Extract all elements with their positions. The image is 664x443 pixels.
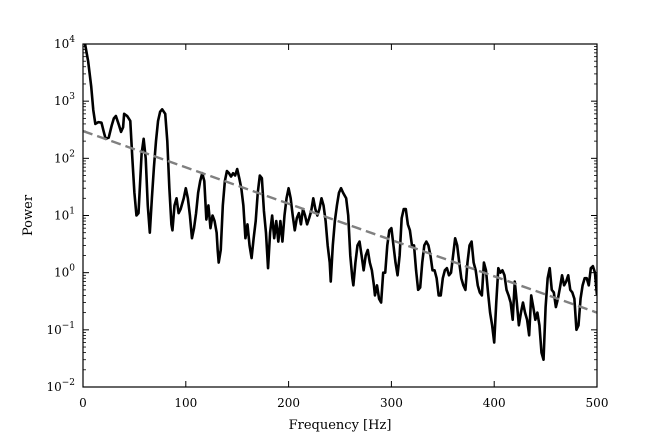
y-axis-label: Power bbox=[21, 194, 36, 236]
y-tick-label: 10−2 bbox=[46, 378, 75, 394]
x-tick-label: 200 bbox=[277, 396, 300, 410]
power-spectrum-line bbox=[83, 44, 597, 362]
y-tick-label: 102 bbox=[54, 149, 75, 165]
x-axis-label: Frequency [Hz] bbox=[289, 418, 392, 433]
x-tick-label: 400 bbox=[483, 396, 506, 410]
plot-frame bbox=[82, 43, 598, 388]
series-layer bbox=[83, 44, 597, 362]
x-tick-label: 300 bbox=[380, 396, 403, 410]
y-axis-ticks: 10−2 10−1 100 101 102 103 104 bbox=[46, 35, 597, 394]
y-tick-label: 10−1 bbox=[46, 321, 75, 337]
x-axis-ticks: 0 100 200 300 400 500 bbox=[79, 44, 608, 410]
y-tick-label: 104 bbox=[54, 35, 75, 51]
x-tick-label: 0 bbox=[79, 396, 87, 410]
x-tick-label: 100 bbox=[174, 396, 197, 410]
y-tick-label: 100 bbox=[54, 264, 75, 280]
x-tick-label: 500 bbox=[586, 396, 609, 410]
trend-fit-line bbox=[83, 129, 597, 314]
y-tick-label: 103 bbox=[54, 92, 75, 108]
y-tick-label: 101 bbox=[54, 207, 75, 223]
